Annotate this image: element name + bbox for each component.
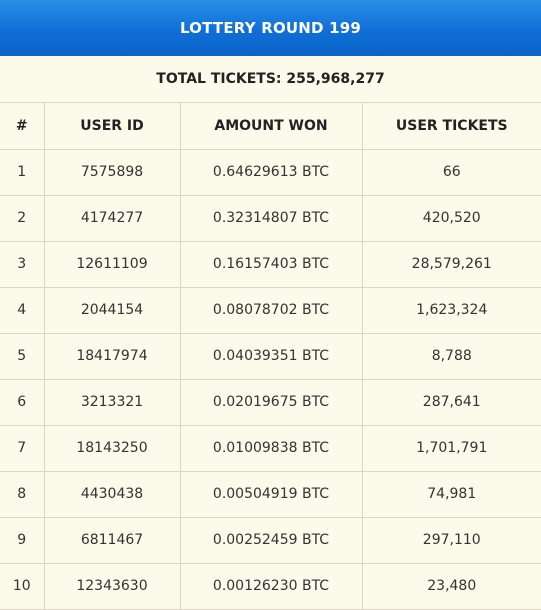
column-header-user-tickets: USER TICKETS bbox=[362, 103, 541, 150]
lottery-round-title: LOTTERY ROUND 199 bbox=[0, 0, 541, 56]
user-id-cell: 12611109 bbox=[44, 241, 181, 288]
column-header-amount-won: AMOUNT WON bbox=[180, 103, 363, 150]
column-header-user-id: USER ID bbox=[44, 103, 181, 150]
user-tickets-cell: 28,579,261 bbox=[362, 241, 541, 288]
amount-won-cell: 0.02019675 BTC bbox=[180, 379, 363, 426]
user-id-cell: 18143250 bbox=[44, 425, 181, 472]
user-tickets-cell: 420,520 bbox=[362, 195, 541, 242]
user-id-cell: 7575898 bbox=[44, 149, 181, 196]
table-row: 6 3213321 0.02019675 BTC 287,641 bbox=[0, 379, 541, 426]
user-id-cell: 4174277 bbox=[44, 195, 181, 242]
user-id-cell: 2044154 bbox=[44, 287, 181, 334]
table-row: 7 18143250 0.01009838 BTC 1,701,791 bbox=[0, 425, 541, 472]
user-id-cell: 3213321 bbox=[44, 379, 181, 426]
rank-cell: 6 bbox=[0, 379, 45, 426]
user-tickets-cell: 1,701,791 bbox=[362, 425, 541, 472]
user-tickets-cell: 8,788 bbox=[362, 333, 541, 380]
user-id-cell: 4430438 bbox=[44, 471, 181, 518]
total-tickets-label: TOTAL TICKETS: 255,968,277 bbox=[0, 56, 541, 103]
rank-cell: 3 bbox=[0, 241, 45, 288]
user-tickets-cell: 1,623,324 bbox=[362, 287, 541, 334]
user-id-cell: 12343630 bbox=[44, 563, 181, 610]
table-row: 5 18417974 0.04039351 BTC 8,788 bbox=[0, 333, 541, 380]
results-table: # USER ID AMOUNT WON USER TICKETS 1 7575… bbox=[0, 103, 541, 610]
table-row: 3 12611109 0.16157403 BTC 28,579,261 bbox=[0, 241, 541, 288]
amount-won-cell: 0.64629613 BTC bbox=[180, 149, 363, 196]
table-row: 8 4430438 0.00504919 BTC 74,981 bbox=[0, 471, 541, 518]
rank-cell: 4 bbox=[0, 287, 45, 334]
rank-cell: 1 bbox=[0, 149, 45, 196]
amount-won-cell: 0.32314807 BTC bbox=[180, 195, 363, 242]
rank-cell: 8 bbox=[0, 471, 45, 518]
user-tickets-cell: 297,110 bbox=[362, 517, 541, 564]
amount-won-cell: 0.00252459 BTC bbox=[180, 517, 363, 564]
amount-won-cell: 0.08078702 BTC bbox=[180, 287, 363, 334]
rank-cell: 2 bbox=[0, 195, 45, 242]
amount-won-cell: 0.01009838 BTC bbox=[180, 425, 363, 472]
amount-won-cell: 0.04039351 BTC bbox=[180, 333, 363, 380]
table-row: 1 7575898 0.64629613 BTC 66 bbox=[0, 149, 541, 196]
rank-cell: 10 bbox=[0, 563, 45, 610]
user-tickets-cell: 66 bbox=[362, 149, 541, 196]
column-header-rank: # bbox=[0, 103, 45, 150]
amount-won-cell: 0.00126230 BTC bbox=[180, 563, 363, 610]
user-tickets-cell: 74,981 bbox=[362, 471, 541, 518]
user-tickets-cell: 23,480 bbox=[362, 563, 541, 610]
rank-cell: 9 bbox=[0, 517, 45, 564]
table-row: 2 4174277 0.32314807 BTC 420,520 bbox=[0, 195, 541, 242]
rank-cell: 5 bbox=[0, 333, 45, 380]
user-tickets-cell: 287,641 bbox=[362, 379, 541, 426]
user-id-cell: 6811467 bbox=[44, 517, 181, 564]
rank-cell: 7 bbox=[0, 425, 45, 472]
user-id-cell: 18417974 bbox=[44, 333, 181, 380]
amount-won-cell: 0.16157403 BTC bbox=[180, 241, 363, 288]
table-header-row: # USER ID AMOUNT WON USER TICKETS bbox=[0, 103, 541, 150]
table-row: 10 12343630 0.00126230 BTC 23,480 bbox=[0, 563, 541, 610]
table-row: 9 6811467 0.00252459 BTC 297,110 bbox=[0, 517, 541, 564]
amount-won-cell: 0.00504919 BTC bbox=[180, 471, 363, 518]
table-row: 4 2044154 0.08078702 BTC 1,623,324 bbox=[0, 287, 541, 334]
